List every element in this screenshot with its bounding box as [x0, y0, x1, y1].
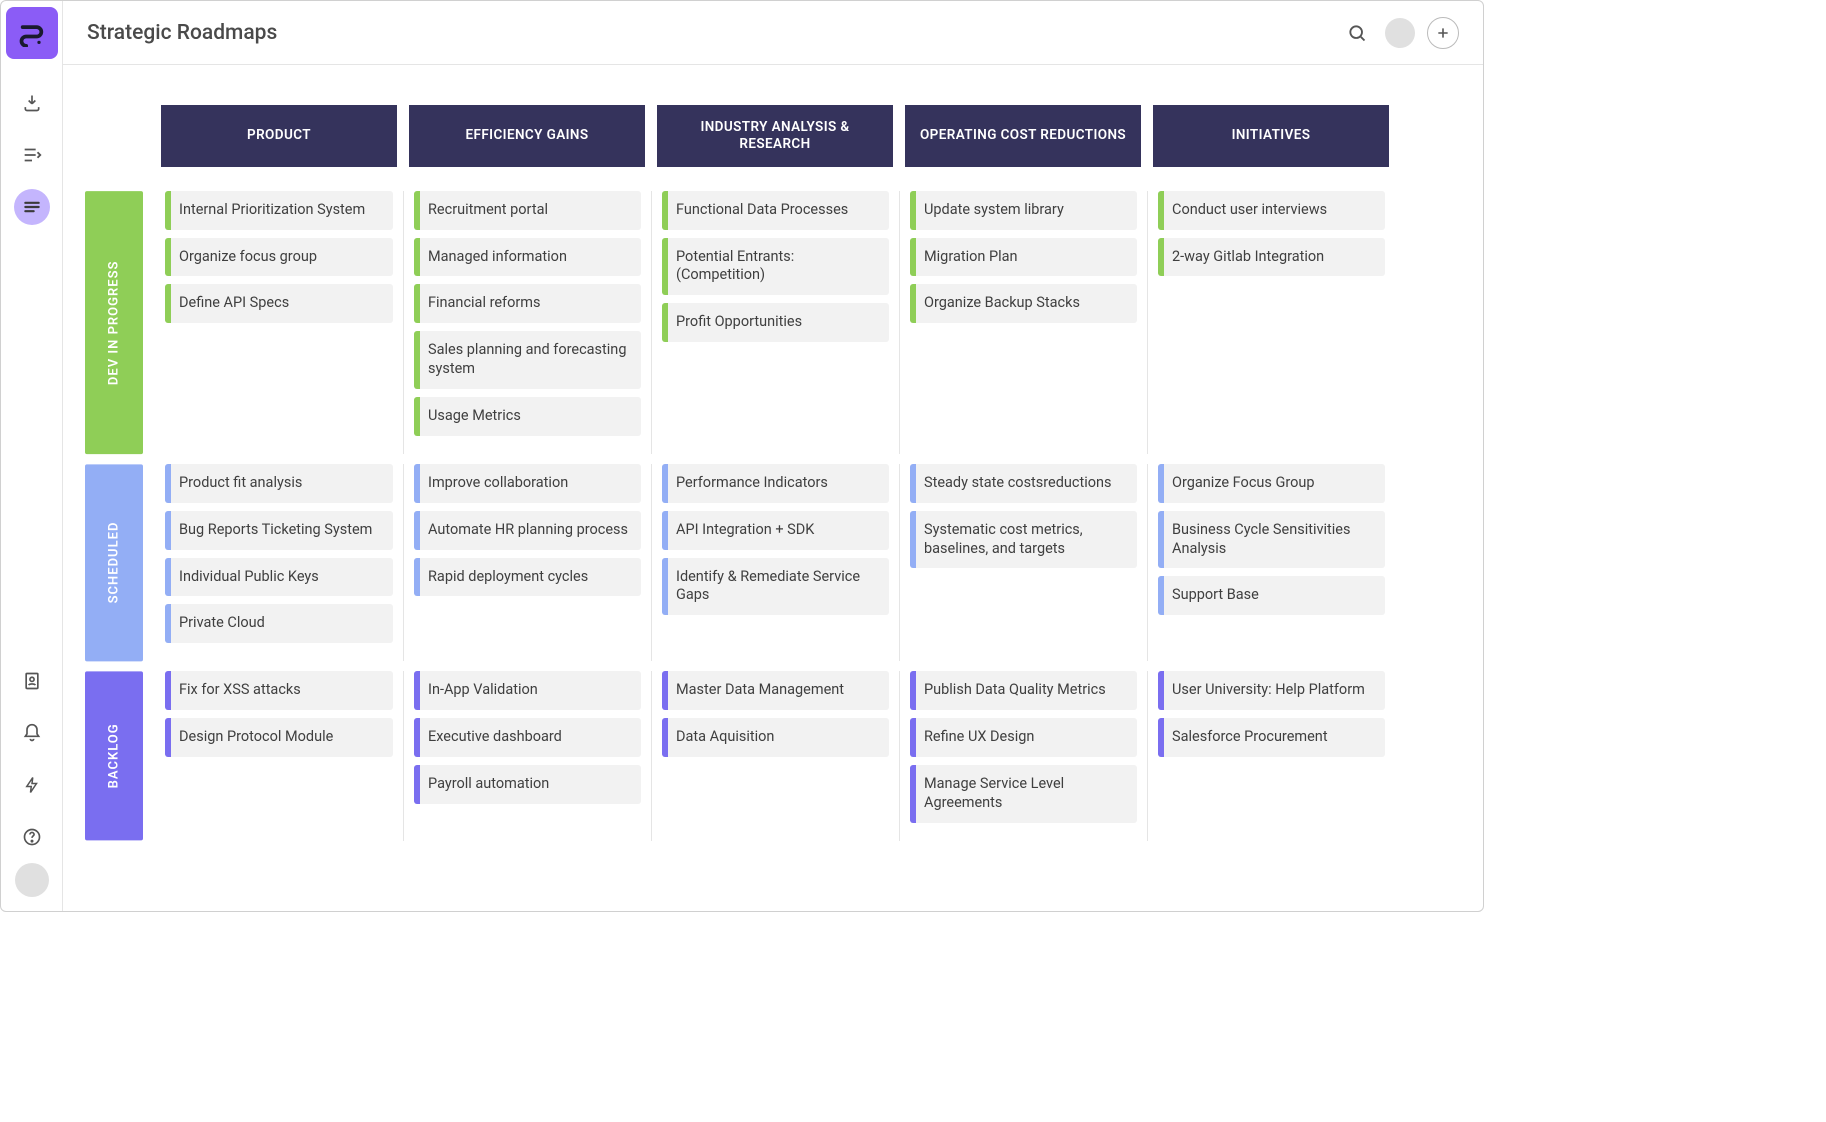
column-header[interactable]: INDUSTRY ANALYSIS & RESEARCH	[657, 105, 893, 167]
board-view-icon[interactable]	[14, 189, 50, 225]
roadmap-card[interactable]: Identify & Remediate Service Gaps	[662, 558, 889, 616]
board-cell: Recruitment portal Managed information Fin…	[403, 191, 651, 454]
roadmap-card[interactable]: Update system library	[910, 191, 1137, 230]
board-cell: Master Data Management Data Aquisition	[651, 671, 899, 840]
lane-label[interactable]: DEV IN PROGRESS	[85, 191, 143, 454]
roadmap-card[interactable]: Steady state costsreductions	[910, 464, 1137, 503]
roadmap-card[interactable]: Automate HR planning process	[414, 511, 641, 550]
roadmap-card[interactable]: Functional Data Processes	[662, 191, 889, 230]
roadmap-card[interactable]: Organize Focus Group	[1158, 464, 1385, 503]
roadmap-card[interactable]: Usage Metrics	[414, 397, 641, 436]
roadmap-card[interactable]: Payroll automation	[414, 765, 641, 804]
roadmap-card[interactable]: Conduct user interviews	[1158, 191, 1385, 230]
roadmap-card[interactable]: Master Data Management	[662, 671, 889, 710]
roadmap-card[interactable]: Product fit analysis	[165, 464, 393, 503]
roadmap-card[interactable]: Manage Service Level Agreements	[910, 765, 1137, 823]
board-cell: Update system library Migration Plan Organ…	[899, 191, 1147, 454]
roadmap-card[interactable]: Publish Data Quality Metrics	[910, 671, 1137, 710]
column-header[interactable]: INITIATIVES	[1153, 105, 1389, 167]
board-cell: Functional Data Processes Potential Entra…	[651, 191, 899, 454]
notifications-icon[interactable]	[14, 715, 50, 751]
roadmap-card[interactable]: Organize focus group	[165, 238, 393, 277]
topbar-actions	[1341, 17, 1459, 49]
contacts-icon[interactable]	[14, 663, 50, 699]
search-icon[interactable]	[1341, 17, 1373, 49]
help-icon[interactable]	[14, 819, 50, 855]
page-title: Strategic Roadmaps	[87, 21, 277, 45]
roadmap-card[interactable]: Business Cycle Sensitivities Analysis	[1158, 511, 1385, 569]
roadmap-card[interactable]: Bug Reports Ticketing System	[165, 511, 393, 550]
automation-icon[interactable]	[14, 767, 50, 803]
column-header[interactable]: OPERATING COST REDUCTIONS	[905, 105, 1141, 167]
import-icon[interactable]	[14, 85, 50, 121]
board-corner	[85, 105, 155, 191]
roadmap-card[interactable]: Profit Opportunities	[662, 303, 889, 342]
board-scroll[interactable]: PRODUCTEFFICIENCY GAINSINDUSTRY ANALYSIS…	[63, 65, 1483, 911]
roadmap-card[interactable]: Migration Plan	[910, 238, 1137, 277]
roadmap-card[interactable]: 2-way Gitlab Integration	[1158, 238, 1385, 277]
user-avatar[interactable]	[15, 863, 49, 897]
board-cell: Performance Indicators API Integration + …	[651, 464, 899, 661]
roadmap-card[interactable]: Individual Public Keys	[165, 558, 393, 597]
roadmap-card[interactable]: Internal Prioritization System	[165, 191, 393, 230]
board-cell: Product fit analysis Bug Reports Ticketin…	[155, 464, 403, 661]
roadmap-card[interactable]: API Integration + SDK	[662, 511, 889, 550]
roadmap-card[interactable]: Salesforce Procurement	[1158, 718, 1385, 757]
board-cell: Steady state costsreductions Systematic c…	[899, 464, 1147, 661]
board-cell: In-App Validation Executive dashboard Payr…	[403, 671, 651, 840]
roadmap-board: PRODUCTEFFICIENCY GAINSINDUSTRY ANALYSIS…	[85, 105, 1483, 851]
roadmap-card[interactable]: Organize Backup Stacks	[910, 284, 1137, 323]
main-panel: Strategic Roadmaps PRODUCTEFFICIENCY GAI…	[63, 1, 1483, 911]
lane-label[interactable]: BACKLOG	[85, 671, 143, 840]
roadmap-card[interactable]: In-App Validation	[414, 671, 641, 710]
roadmap-card[interactable]: Design Protocol Module	[165, 718, 393, 757]
roadmap-card[interactable]: Refine UX Design	[910, 718, 1137, 757]
roadmap-card[interactable]: Managed information	[414, 238, 641, 277]
topbar: Strategic Roadmaps	[63, 1, 1483, 65]
list-view-icon[interactable]	[14, 137, 50, 173]
roadmap-card[interactable]: Fix for XSS attacks	[165, 671, 393, 710]
board-cell: Conduct user interviews 2-way Gitlab Inte…	[1147, 191, 1395, 454]
app-logo[interactable]	[6, 7, 58, 59]
board-cell: Fix for XSS attacks Design Protocol Modul…	[155, 671, 403, 840]
roadmap-logo-icon	[18, 19, 46, 47]
board-cell: Internal Prioritization System Organize f…	[155, 191, 403, 454]
board-cell: User University: Help Platform Salesforce…	[1147, 671, 1395, 840]
roadmap-card[interactable]: Support Base	[1158, 576, 1385, 615]
roadmap-card[interactable]: Private Cloud	[165, 604, 393, 643]
board-cell: Improve collaboration Automate HR plannin…	[403, 464, 651, 661]
topbar-avatar[interactable]	[1385, 18, 1415, 48]
roadmap-card[interactable]: Performance Indicators	[662, 464, 889, 503]
add-button[interactable]	[1427, 17, 1459, 49]
roadmap-card[interactable]: Improve collaboration	[414, 464, 641, 503]
left-sidebar	[1, 1, 63, 911]
board-cell: Organize Focus Group Business Cycle Sensi…	[1147, 464, 1395, 661]
roadmap-card[interactable]: User University: Help Platform	[1158, 671, 1385, 710]
roadmap-card[interactable]: Executive dashboard	[414, 718, 641, 757]
roadmap-card[interactable]: Define API Specs	[165, 284, 393, 323]
roadmap-card[interactable]: Data Aquisition	[662, 718, 889, 757]
roadmap-card[interactable]: Systematic cost metrics, baselines, and …	[910, 511, 1137, 569]
column-header[interactable]: EFFICIENCY GAINS	[409, 105, 645, 167]
column-header[interactable]: PRODUCT	[161, 105, 397, 167]
roadmap-card[interactable]: Potential Entrants: (Competition)	[662, 238, 889, 296]
roadmap-card[interactable]: Sales planning and forecasting system	[414, 331, 641, 389]
roadmap-card[interactable]: Recruitment portal	[414, 191, 641, 230]
roadmap-card[interactable]: Financial reforms	[414, 284, 641, 323]
board-cell: Publish Data Quality Metrics Refine UX De…	[899, 671, 1147, 840]
lane-label[interactable]: SCHEDULED	[85, 464, 143, 661]
app-root: Strategic Roadmaps PRODUCTEFFICIENCY GAI…	[1, 1, 1483, 911]
roadmap-card[interactable]: Rapid deployment cycles	[414, 558, 641, 597]
